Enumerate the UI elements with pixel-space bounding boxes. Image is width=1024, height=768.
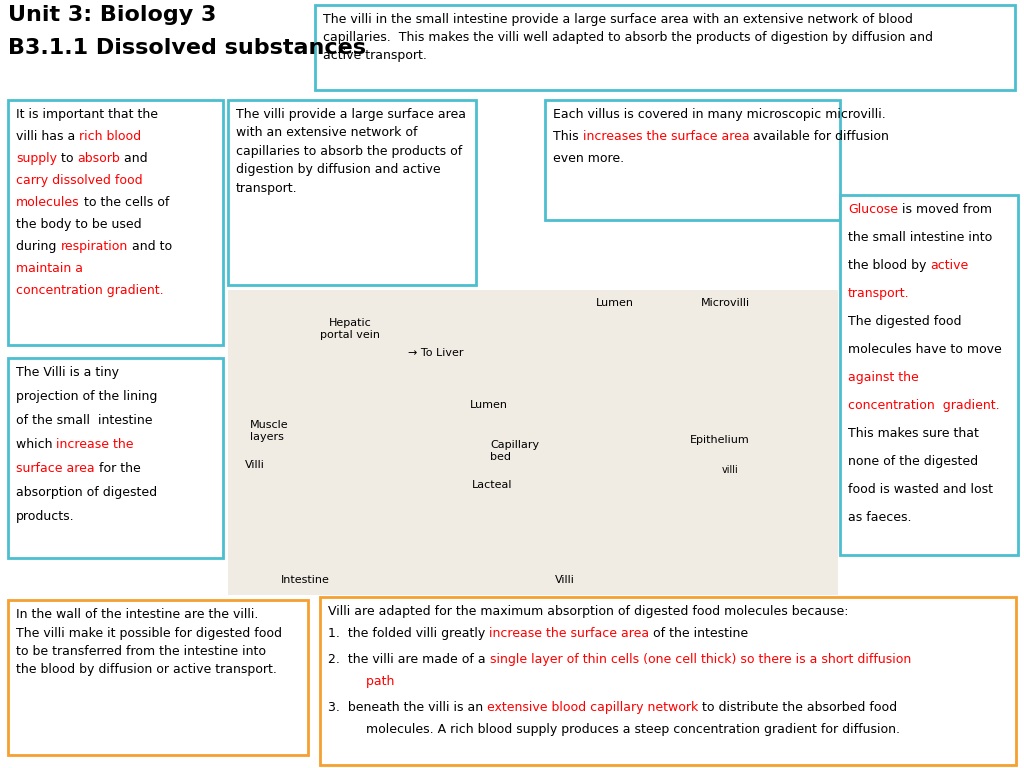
Text: products.: products. — [16, 510, 75, 523]
Text: to: to — [57, 152, 78, 165]
Text: Hepatic
portal vein: Hepatic portal vein — [319, 318, 380, 339]
Text: Intestine: Intestine — [281, 575, 330, 585]
Text: molecules: molecules — [16, 196, 80, 209]
FancyBboxPatch shape — [315, 5, 1015, 90]
Text: The villi provide a large surface area
with an extensive network of
capillaries : The villi provide a large surface area w… — [236, 108, 466, 195]
Text: carry dissolved food: carry dissolved food — [16, 174, 142, 187]
Text: Villi: Villi — [555, 575, 574, 585]
Text: supply: supply — [16, 152, 57, 165]
Text: Villi are adapted for the maximum absorption of digested food molecules because:: Villi are adapted for the maximum absorp… — [328, 605, 849, 618]
Text: food is wasted and lost: food is wasted and lost — [848, 483, 993, 496]
Text: of the intestine: of the intestine — [649, 627, 749, 640]
Text: villi has a: villi has a — [16, 130, 79, 143]
Text: transport.: transport. — [848, 287, 909, 300]
Text: Muscle
layers: Muscle layers — [250, 420, 289, 442]
Text: In the wall of the intestine are the villi.
The villi make it possible for diges: In the wall of the intestine are the vil… — [16, 608, 282, 677]
FancyBboxPatch shape — [8, 358, 223, 558]
Text: 3.  beneath the villi is an: 3. beneath the villi is an — [328, 701, 487, 714]
Text: villi: villi — [722, 465, 738, 475]
Text: Villi: Villi — [245, 460, 265, 470]
Text: active: active — [931, 259, 969, 272]
Text: single layer of thin cells (one cell thick) so there is a short diffusion: single layer of thin cells (one cell thi… — [489, 653, 911, 666]
Text: B3.1.1 Dissolved substances: B3.1.1 Dissolved substances — [8, 38, 366, 58]
Text: to the cells of: to the cells of — [80, 196, 169, 209]
Text: rich blood: rich blood — [79, 130, 141, 143]
Text: of the small  intestine: of the small intestine — [16, 414, 153, 427]
Text: for the: for the — [94, 462, 140, 475]
Text: concentration  gradient.: concentration gradient. — [848, 399, 999, 412]
FancyBboxPatch shape — [8, 600, 308, 755]
Text: surface area: surface area — [16, 462, 94, 475]
Text: as faeces.: as faeces. — [848, 511, 911, 524]
FancyBboxPatch shape — [545, 100, 840, 220]
FancyBboxPatch shape — [228, 100, 476, 285]
Text: and to: and to — [128, 240, 172, 253]
Text: increase the surface area: increase the surface area — [489, 627, 649, 640]
Text: projection of the lining: projection of the lining — [16, 390, 158, 403]
Text: Epithelium: Epithelium — [690, 435, 750, 445]
Text: to distribute the absorbed food: to distribute the absorbed food — [698, 701, 897, 714]
Text: Lacteal: Lacteal — [472, 480, 512, 490]
Text: molecules. A rich blood supply produces a steep concentration gradient for diffu: molecules. A rich blood supply produces … — [350, 723, 900, 736]
Text: absorb: absorb — [78, 152, 120, 165]
Text: against the: against the — [848, 371, 919, 384]
Text: It is important that the: It is important that the — [16, 108, 158, 121]
Text: extensive blood capillary network: extensive blood capillary network — [487, 701, 698, 714]
Text: Unit 3: Biology 3: Unit 3: Biology 3 — [8, 5, 216, 25]
Text: concentration gradient.: concentration gradient. — [16, 284, 164, 297]
Text: This makes sure that: This makes sure that — [848, 427, 979, 440]
FancyBboxPatch shape — [8, 100, 223, 345]
Text: increases the surface area: increases the surface area — [583, 130, 750, 143]
Text: and: and — [120, 152, 147, 165]
Text: the blood by: the blood by — [848, 259, 931, 272]
Text: available for diffusion: available for diffusion — [750, 130, 889, 143]
Text: maintain a: maintain a — [16, 262, 83, 275]
FancyBboxPatch shape — [228, 290, 838, 595]
Text: Lumen: Lumen — [470, 400, 508, 410]
Text: during: during — [16, 240, 60, 253]
Text: even more.: even more. — [553, 152, 624, 165]
Text: is moved from: is moved from — [898, 203, 992, 216]
Text: 2.  the villi are made of a: 2. the villi are made of a — [328, 653, 489, 666]
Text: increase the: increase the — [56, 438, 134, 451]
Text: The digested food: The digested food — [848, 315, 962, 328]
Text: This: This — [553, 130, 583, 143]
FancyBboxPatch shape — [840, 195, 1018, 555]
Text: Each villus is covered in many microscopic microvilli.: Each villus is covered in many microscop… — [553, 108, 886, 121]
Text: Capillary
bed: Capillary bed — [490, 440, 539, 462]
Text: → To Liver: → To Liver — [408, 348, 464, 358]
Text: which: which — [16, 438, 56, 451]
Text: respiration: respiration — [60, 240, 128, 253]
Text: the body to be used: the body to be used — [16, 218, 141, 231]
Text: none of the digested: none of the digested — [848, 455, 978, 468]
Text: path: path — [350, 675, 394, 688]
Text: Glucose: Glucose — [848, 203, 898, 216]
Text: The villi in the small intestine provide a large surface area with an extensive : The villi in the small intestine provide… — [323, 13, 933, 62]
Text: the small intestine into: the small intestine into — [848, 231, 992, 244]
Text: The Villi is a tiny: The Villi is a tiny — [16, 366, 119, 379]
Text: Lumen: Lumen — [596, 298, 634, 308]
FancyBboxPatch shape — [319, 597, 1016, 765]
Text: Microvilli: Microvilli — [700, 298, 750, 308]
Text: absorption of digested: absorption of digested — [16, 486, 157, 499]
Text: molecules have to move: molecules have to move — [848, 343, 1001, 356]
Text: 1.  the folded villi greatly: 1. the folded villi greatly — [328, 627, 489, 640]
